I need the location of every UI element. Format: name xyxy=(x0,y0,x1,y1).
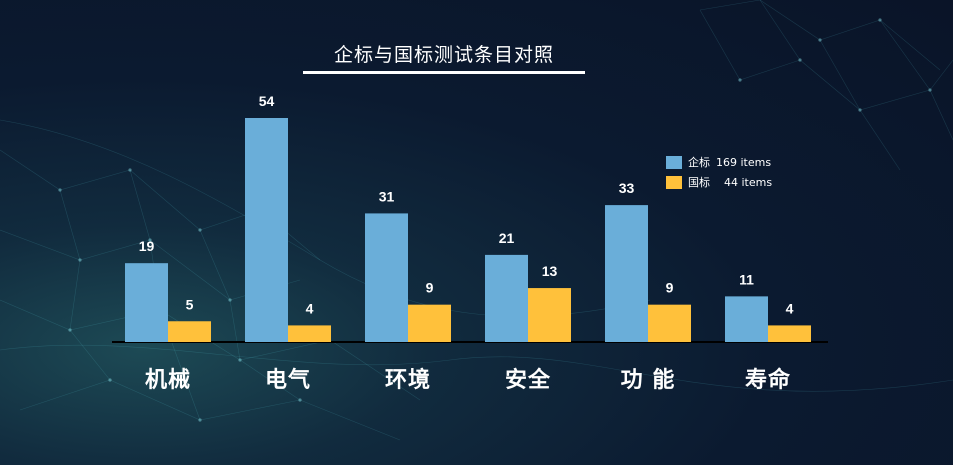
legend-item-national: 国标 44 items xyxy=(666,172,772,192)
bar-value-label: 5 xyxy=(186,296,194,312)
bar-national-2 xyxy=(408,304,451,342)
bar-enterprise-1 xyxy=(245,118,288,342)
x-tick-label: 机械 xyxy=(144,368,191,393)
bar-enterprise-5 xyxy=(725,296,768,342)
bar-national-0 xyxy=(168,321,211,342)
bar-value-label: 11 xyxy=(739,271,754,287)
bar-value-label: 31 xyxy=(379,188,395,204)
bar-value-label: 21 xyxy=(499,230,515,246)
bar-enterprise-3 xyxy=(485,254,528,342)
bar-national-1 xyxy=(288,325,331,342)
legend-label-national: 国标 xyxy=(688,176,710,189)
bar-value-label: 4 xyxy=(306,300,314,316)
bar-enterprise-0 xyxy=(125,263,168,342)
x-tick-label: 环境 xyxy=(384,368,431,393)
legend-item-enterprise: 企标 169 items xyxy=(666,152,772,172)
bar-value-label: 4 xyxy=(786,300,794,316)
bar-value-label: 33 xyxy=(619,180,635,196)
bar-value-label: 13 xyxy=(542,263,558,279)
bar-enterprise-4 xyxy=(605,205,648,342)
bar-value-label: 54 xyxy=(259,93,275,109)
bar-value-label: 9 xyxy=(666,280,674,296)
legend-swatch-national xyxy=(666,175,682,189)
x-tick-label: 电气 xyxy=(264,368,311,393)
x-tick-label: 安全 xyxy=(504,368,551,393)
bar-national-3 xyxy=(528,288,571,342)
legend: 企标 169 items 国标 44 items xyxy=(666,152,772,192)
bar-national-4 xyxy=(648,304,691,342)
legend-label-enterprise: 企标 xyxy=(688,156,710,169)
chart-title: 企标与国标测试条目对照 xyxy=(333,44,554,66)
legend-count-enterprise: 169 items xyxy=(716,155,772,169)
x-tick-label: 功 能 xyxy=(620,368,676,393)
legend-swatch-enterprise xyxy=(666,155,682,169)
bar-value-label: 19 xyxy=(139,238,155,254)
title-underline xyxy=(303,71,585,74)
bar-national-5 xyxy=(768,325,811,342)
x-tick-label: 寿命 xyxy=(744,368,791,393)
legend-count-national: 44 items xyxy=(724,175,773,189)
bar-value-label: 9 xyxy=(426,280,434,296)
bar-enterprise-2 xyxy=(365,213,408,342)
